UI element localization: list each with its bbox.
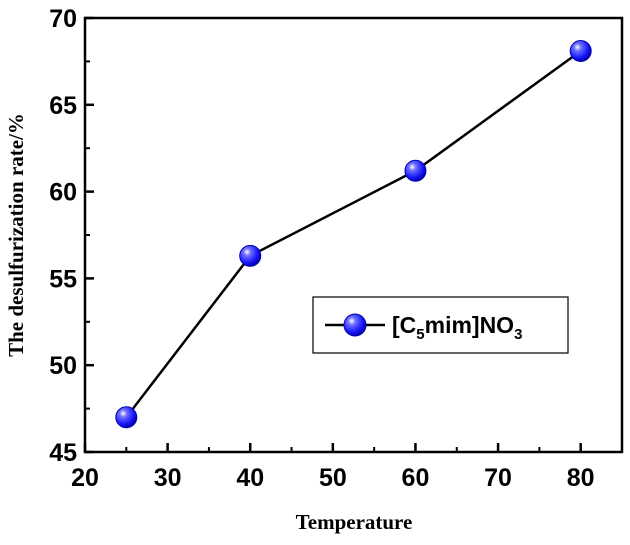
legend-marker [343, 313, 367, 337]
legend: [C5mim]NO3 [312, 296, 569, 354]
data-point [404, 159, 427, 182]
y-tick-label: 45 [49, 439, 77, 467]
y-tick-label: 50 [49, 352, 77, 380]
y-axis-title: The desulfurization rate/% [4, 113, 28, 357]
x-tick-label: 30 [154, 464, 182, 492]
plot-frame [83, 16, 624, 454]
y-axis-ticks: 45 50 55 60 65 70 [49, 5, 94, 467]
x-tick-label: 60 [402, 464, 430, 492]
x-axis-ticks: 20 30 40 50 60 70 80 [71, 443, 595, 492]
y-tick-label: 60 [49, 179, 77, 207]
y-tick-label: 65 [49, 92, 77, 120]
y-tick-label: 55 [49, 265, 77, 293]
legend-label: [C5mim]NO3 [392, 312, 522, 343]
x-tick-label: 40 [236, 464, 264, 492]
y-tick-label: 70 [49, 5, 77, 33]
series-line [125, 49, 582, 419]
data-point [239, 244, 262, 267]
x-tick-label: 20 [71, 464, 99, 492]
series-layer [115, 39, 592, 429]
data-point [569, 39, 592, 62]
x-tick-label: 80 [567, 464, 595, 492]
x-tick-label: 50 [319, 464, 347, 492]
x-tick-label: 70 [484, 464, 512, 492]
x-axis-title: Temperature [296, 510, 413, 534]
data-point [115, 406, 138, 429]
